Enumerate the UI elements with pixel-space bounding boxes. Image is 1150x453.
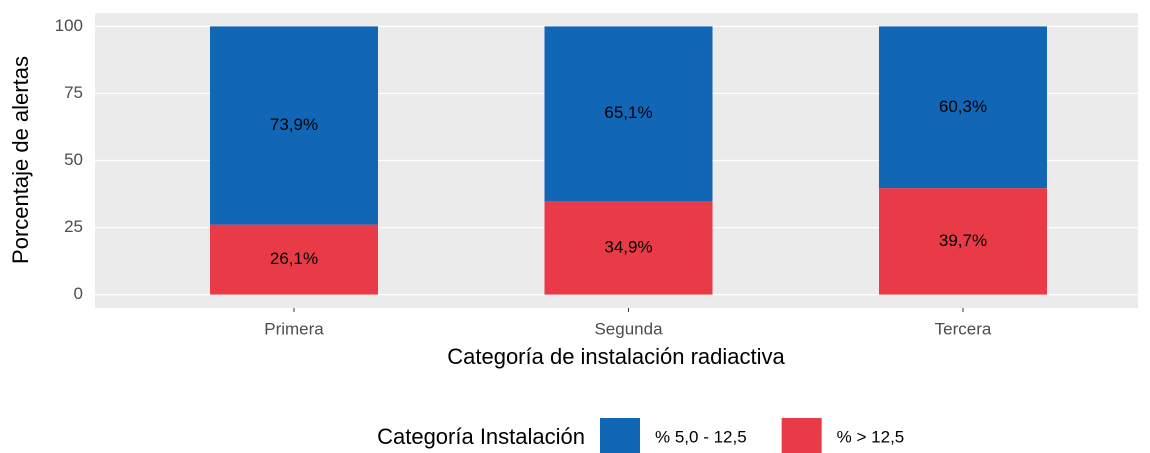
bar-segment [879,188,1047,295]
bar-segment [544,26,713,201]
y-axis-title: Porcentaje de alertas [8,56,33,264]
bar-segment [879,26,1047,189]
x-axis-title: Categoría de instalación radiactiva [447,344,785,369]
value-label: 26,1% [270,249,318,268]
legend-label: % > 12,5 [837,427,905,446]
value-label: 73,9% [270,115,318,134]
legend-title: Categoría Instalación [377,424,585,449]
x-tick-label: Primera [264,319,324,338]
value-label: 60,3% [939,97,987,116]
legend-key [781,418,822,453]
y-tick-label: 0 [74,284,83,303]
bar-segment [210,26,378,225]
x-tick-label: Segunda [594,319,663,338]
y-tick-label: 50 [64,150,83,169]
value-label: 39,7% [939,231,987,250]
y-tick-label: 75 [64,83,83,102]
bar-segment [210,224,378,295]
y-tick-label: 25 [64,217,83,236]
legend-key [600,418,640,453]
y-tick-label: 100 [55,16,83,35]
value-label: 65,1% [604,103,652,122]
x-tick-label: Tercera [935,319,992,338]
value-label: 34,9% [604,237,652,256]
bar-segment [544,200,713,295]
legend-label: % 5,0 - 12,5 [655,427,747,446]
